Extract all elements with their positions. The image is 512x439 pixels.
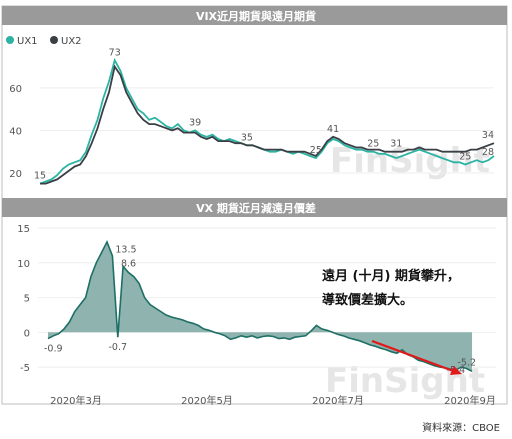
bottom-data-label: 13.5 — [115, 244, 136, 255]
x-tick-label: 2020年9月 — [444, 394, 496, 407]
bottom-title-bar — [2, 198, 507, 217]
top-chart-title: VIX近月期貨與遠月期貨 — [196, 9, 316, 23]
bottom-y-tick-label: 15 — [17, 224, 30, 235]
annotation-line-2: 導致價差擴大。 — [322, 292, 413, 308]
top-title-bar — [2, 6, 507, 25]
bottom-y-tick-label: -5 — [20, 363, 30, 374]
legend-marker-ux1 — [6, 36, 14, 44]
top-data-label: 25 — [310, 145, 322, 156]
annotation-line-1: 遠月 (十月) 期貨攀升， — [322, 268, 460, 284]
top-data-label: 25 — [459, 151, 471, 162]
top-data-label: 73 — [109, 47, 121, 58]
series-line-ux2 — [40, 64, 495, 185]
annotation-arrow-line — [371, 339, 457, 374]
top-data-label: 25 — [367, 139, 379, 150]
bottom-data-label: 8.6 — [121, 259, 136, 270]
bottom-data-label: -0.9 — [44, 344, 63, 355]
top-data-label: 34 — [482, 130, 494, 141]
bottom-chart-title: VX 期貨近月減遠月價差 — [196, 201, 316, 215]
bottom-y-tick-label: 5 — [24, 294, 30, 305]
x-tick-label: 2020年7月 — [312, 394, 364, 407]
top-data-label: 41 — [327, 124, 339, 135]
bottom-plot: 151050-5-0.913.5-0.78.6-5.4-5.22020年3月20… — [17, 224, 496, 407]
top-y-tick-label: 40 — [9, 126, 22, 137]
spread-line — [47, 239, 473, 373]
x-tick-label: 2020年5月 — [181, 394, 233, 407]
top-data-label: 15 — [34, 171, 46, 182]
legend-marker-ux2 — [50, 36, 58, 44]
legend-label-ux1: UX1 — [17, 36, 38, 47]
top-y-tick-label: 20 — [9, 169, 22, 180]
bottom-data-label: -5.2 — [457, 357, 476, 368]
top-data-label: 31 — [390, 139, 402, 150]
top-data-label: 35 — [241, 132, 253, 143]
annotation-arrow-head — [450, 366, 462, 375]
top-y-tick-label: 60 — [9, 84, 22, 95]
source-note: 資料來源：CBOE — [422, 421, 500, 434]
x-tick-label: 2020年3月 — [50, 394, 102, 407]
top-data-label: 28 — [482, 147, 494, 158]
bottom-y-tick-label: 10 — [17, 259, 30, 270]
legend-label-ux2: UX2 — [61, 36, 82, 47]
series-line-ux1 — [39, 57, 495, 185]
top-plot: 20 40 60 15 73 39 35 25 41 25 31 25 34 28 — [9, 47, 495, 185]
bottom-data-label: -0.7 — [108, 342, 127, 353]
top-data-label: 39 — [189, 117, 201, 128]
spread-area — [48, 241, 472, 372]
bottom-y-tick-label: 0 — [24, 328, 30, 339]
